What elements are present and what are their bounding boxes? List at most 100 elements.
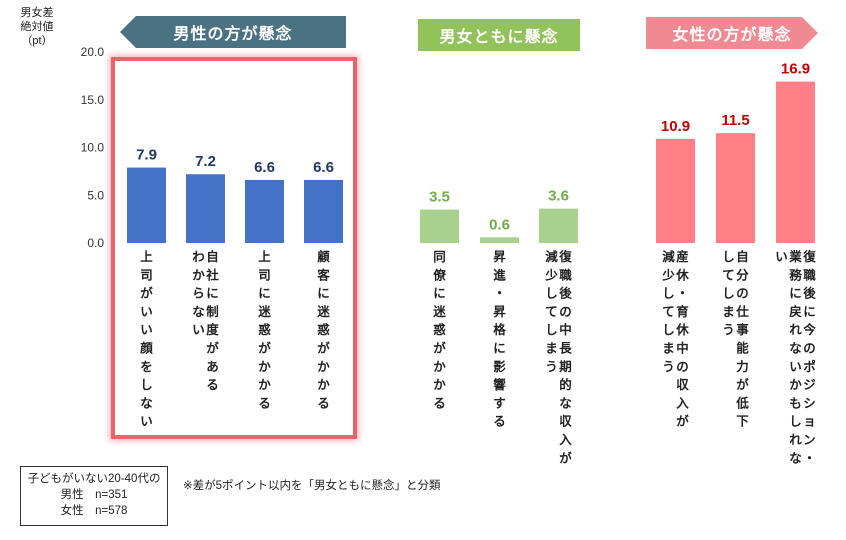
category-label-char: 昇 xyxy=(493,304,506,319)
category-label-char: 期 xyxy=(559,359,572,374)
bar-female xyxy=(656,138,695,243)
category-label-char: 少 xyxy=(544,267,558,282)
category-label-char: に xyxy=(789,286,802,301)
value-label: 7.9 xyxy=(136,147,157,164)
category-label-char: し xyxy=(545,322,558,337)
category-label-char: 中 xyxy=(676,341,689,356)
category-label-char: 度 xyxy=(206,322,219,337)
category-label-char: 長 xyxy=(559,341,572,356)
category-label-char: か xyxy=(789,377,802,392)
category-label-char: 社 xyxy=(205,267,219,282)
category-label-char: も xyxy=(789,395,802,410)
category-label-char: 下 xyxy=(736,414,749,429)
category-label-char: を xyxy=(140,359,153,374)
value-label: 3.5 xyxy=(429,189,450,206)
category-label-char: い xyxy=(140,322,153,337)
category-label-char: 入 xyxy=(559,432,572,447)
category-label-char: し xyxy=(789,414,802,429)
value-labels: 7.9 7.2 6.6 6.6 3.5 0.6 3.6 10.9 11.5 16.9 xyxy=(136,61,810,234)
category-label-char: シ xyxy=(803,395,816,410)
category-label-char: る xyxy=(493,414,506,429)
sample-line-male: 男性 n=351 xyxy=(60,489,128,501)
category-label-char: ポ xyxy=(803,359,816,374)
category-label-char: 自 xyxy=(206,249,219,264)
y-axis-title: 男女差 絶対値 （pt） xyxy=(20,7,54,47)
category-label-char: ・ xyxy=(493,286,506,301)
value-label: 6.6 xyxy=(313,159,334,176)
category-label-char: い xyxy=(789,359,802,374)
category-label-char: し xyxy=(545,286,558,301)
category-label-char: か xyxy=(192,267,205,282)
category-label-char: が xyxy=(140,286,153,301)
banner-both-concern: 男女ともに懸念 xyxy=(418,19,580,51)
category-label-char: ョ xyxy=(803,414,816,429)
category-label-char: し xyxy=(662,286,675,301)
category-label-char: か xyxy=(433,359,446,374)
category-label-char: 惑 xyxy=(258,322,271,337)
sample-line-female: 女性 n=578 xyxy=(60,505,128,517)
category-label-char: い xyxy=(140,414,153,429)
category-label-char: 上 xyxy=(258,249,271,264)
category-label-char: し xyxy=(140,377,153,392)
category-label-char: ら xyxy=(192,286,205,301)
category-label-char: に xyxy=(433,286,446,301)
category-label-char: に xyxy=(803,304,816,319)
category-label-char: 事 xyxy=(736,322,749,337)
category-label-char: 自 xyxy=(736,249,749,264)
category-label-char: い xyxy=(140,304,153,319)
category-label-char: か xyxy=(258,359,271,374)
category-label-char: 収 xyxy=(559,414,572,429)
category-label-char: 客 xyxy=(316,267,330,282)
bar-both xyxy=(480,237,519,243)
category-label-char: わ xyxy=(192,249,205,264)
category-label-char: 今 xyxy=(802,322,816,337)
category-label-char: う xyxy=(662,359,675,374)
category-label-char: 復 xyxy=(558,249,572,264)
category-label-char: 産 xyxy=(676,249,689,264)
bar-male xyxy=(127,167,166,243)
banner-female-concern: 女性の方が懸念 xyxy=(646,17,818,49)
category-label-char: が xyxy=(433,341,446,356)
category-label-char: し xyxy=(722,249,735,264)
category-label-char: の xyxy=(803,341,816,356)
sample-line-1: 子どもがいない20-40代の xyxy=(27,473,161,485)
category-label-char: 司 xyxy=(258,267,271,282)
category-label-char: な xyxy=(789,450,802,465)
category-label-char: ・ xyxy=(676,286,689,301)
category-label-char: 制 xyxy=(206,304,219,319)
category-label-char: て xyxy=(722,267,735,282)
category-label-char: 能 xyxy=(736,341,749,356)
category-label-char: 中 xyxy=(559,322,572,337)
category-label-char: う xyxy=(722,322,735,337)
category-label-char: 分 xyxy=(736,267,749,282)
category-label-char: ま xyxy=(662,341,675,356)
y-tick-label: 0.0 xyxy=(87,236,104,250)
category-label-char: 昇 xyxy=(493,249,506,264)
category-label-char: が xyxy=(676,414,689,429)
category-label-char: か xyxy=(317,377,330,392)
category-label-char: る xyxy=(317,395,330,410)
category-label-char: 司 xyxy=(140,267,153,282)
category-label-char: の xyxy=(736,286,749,301)
category-label-char: ・ xyxy=(803,450,816,465)
bar-female xyxy=(716,133,755,243)
value-label: 16.9 xyxy=(781,61,810,78)
category-label-char: が xyxy=(206,341,219,356)
category-label-char: て xyxy=(662,304,675,319)
category-label-char: て xyxy=(545,304,558,319)
category-label-char: 育 xyxy=(676,304,689,319)
category-label-char: ま xyxy=(545,341,558,356)
category-label-char: 惑 xyxy=(317,322,330,337)
category-label-char: 惑 xyxy=(433,322,446,337)
category-label-char: う xyxy=(545,359,558,374)
category-label-char: 減 xyxy=(662,249,675,264)
category-label-char: 迷 xyxy=(432,304,446,319)
category-label-char: 響 xyxy=(493,377,506,392)
